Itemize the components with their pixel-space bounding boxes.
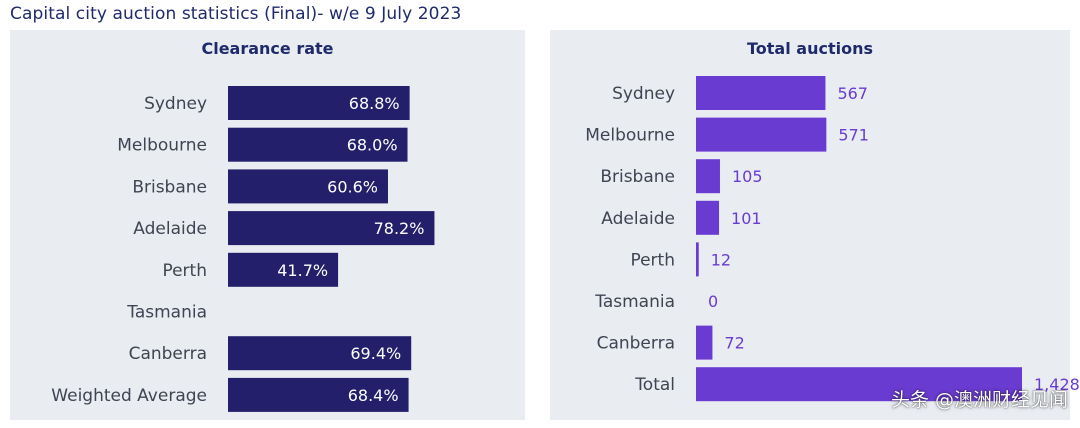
clearance-rate-value-adelaide: 78.2% [374, 219, 425, 238]
clearance-rate-bar-melbourne [228, 127, 408, 162]
clearance-rate-category-tasmania: Tasmania [126, 303, 207, 323]
clearance-rate-bar-adelaide [228, 211, 435, 246]
clearance-rate-value-sydney: 68.8% [349, 94, 400, 113]
clearance-rate-panel: Clearance rate Sydney 68.8% Melbourne 68.0%… [10, 30, 525, 420]
total-auctions-chart: Sydney 567 Melbourne 571 Brisbane 105 Adelaide… [585, 76, 1080, 402]
clearance-rate-value-brisbane: 60.6% [327, 177, 378, 196]
total-auctions-category-canberra: Canberra [597, 334, 675, 354]
total-auctions-bar-canberra [696, 325, 713, 360]
total-auctions-value-brisbane: 105 [732, 167, 763, 186]
clearance-rate-bar-sydney [228, 86, 410, 120]
total-auctions-bar-perth [696, 242, 699, 277]
total-auctions-panel: Total auctions Sydney 567 Melbourne 571 Bris… [550, 30, 1080, 420]
clearance-rate-category-melbourne: Melbourne [117, 136, 207, 156]
total-auctions-value-tasmania: 0 [708, 292, 718, 311]
clearance-rate-value-canberra: 69.4% [350, 344, 401, 363]
clearance-rate-bar-perth [228, 252, 339, 287]
total-auctions-bar-brisbane [696, 159, 720, 194]
total-auctions-value-sydney: 567 [837, 84, 868, 103]
clearance-rate-chart: Sydney 68.8% Melbourne 68.0% Brisbane 60.6% Ad… [51, 86, 435, 412]
total-auctions-value-total: 1,428 [1034, 375, 1080, 394]
total-auctions-category-total: Total [634, 375, 675, 395]
clearance-rate-category-perth: Perth [162, 261, 207, 281]
clearance-rate-value-weighted-average: 68.4% [348, 386, 399, 405]
clearance-rate-value-perth: 41.7% [277, 261, 328, 280]
total-auctions-value-melbourne: 571 [838, 126, 869, 145]
total-auctions-bar-sydney [696, 76, 826, 110]
total-auctions-bar-adelaide [696, 200, 720, 235]
clearance-rate-category-adelaide: Adelaide [133, 219, 207, 239]
clearance-rate-title: Clearance rate [201, 39, 334, 58]
clearance-rate-bar-canberra [228, 336, 412, 371]
total-auctions-value-canberra: 72 [724, 334, 744, 353]
total-auctions-category-sydney: Sydney [612, 84, 675, 104]
clearance-rate-category-sydney: Sydney [144, 94, 207, 114]
total-auctions-category-brisbane: Brisbane [600, 167, 675, 187]
total-auctions-category-tasmania: Tasmania [594, 292, 675, 312]
clearance-rate-value-melbourne: 68.0% [347, 136, 398, 155]
page-title: Capital city auction statistics (Final)-… [10, 4, 462, 24]
clearance-rate-category-weighted-average: Weighted Average [51, 386, 207, 406]
clearance-rate-bar-brisbane [228, 169, 388, 204]
watermark: 头条 @澳洲财经见闻 [890, 389, 1068, 411]
clearance-rate-bar-weighted-average [228, 377, 409, 412]
clearance-rate-category-canberra: Canberra [129, 344, 207, 364]
total-auctions-bar-total [696, 367, 1022, 402]
total-auctions-category-melbourne: Melbourne [585, 126, 675, 146]
total-auctions-category-perth: Perth [630, 250, 675, 270]
total-auctions-value-adelaide: 101 [731, 209, 762, 228]
total-auctions-bar-melbourne [696, 117, 827, 152]
clearance-rate-category-brisbane: Brisbane [132, 177, 207, 197]
total-auctions-value-perth: 12 [711, 250, 731, 269]
total-auctions-title: Total auctions [747, 39, 873, 58]
total-auctions-category-adelaide: Adelaide [601, 209, 675, 229]
